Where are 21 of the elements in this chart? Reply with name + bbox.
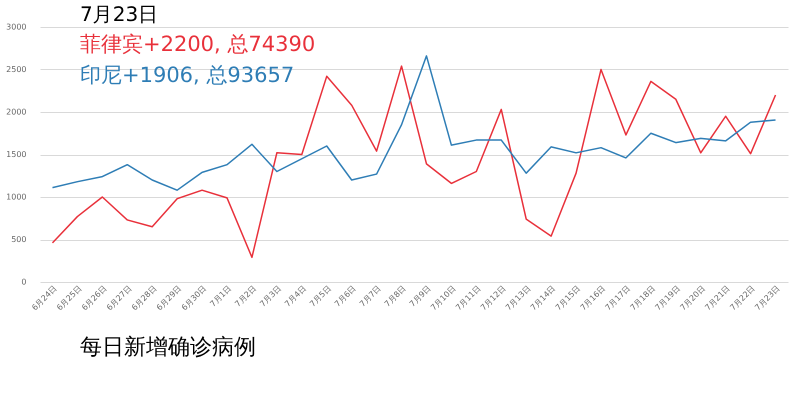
x-tick-label: 7月4日: [283, 284, 308, 309]
x-tick-label: 7月3日: [258, 284, 284, 309]
y-tick-label: 500: [11, 235, 26, 244]
x-tick-label: 7月1日: [208, 284, 234, 309]
x-tick-label: 7月2日: [233, 284, 258, 309]
series-label: 菲律宾+2200, 总74390: [80, 32, 316, 56]
y-tick-label: 1500: [6, 150, 26, 159]
x-tick-label: 7月8日: [382, 284, 408, 309]
y-tick-label: 0: [21, 278, 26, 286]
line-series: [52, 65, 776, 258]
y-tick-label: 1000: [6, 192, 26, 202]
text: 印尼+1906, 总93657: [80, 63, 294, 87]
y-tick-label: 2000: [6, 108, 26, 116]
y-tick-label: 3000: [6, 22, 26, 32]
line-series: [52, 55, 776, 191]
x-tick-label: 7月7日: [358, 284, 383, 309]
x-tick-label: 7月5日: [308, 284, 333, 309]
text: 每日新增确诊病例: [80, 335, 256, 360]
chart-title: 7月23日: [80, 2, 158, 26]
x-tick-label: 7月6日: [332, 284, 358, 309]
y-tick-label: 2500: [6, 65, 26, 74]
